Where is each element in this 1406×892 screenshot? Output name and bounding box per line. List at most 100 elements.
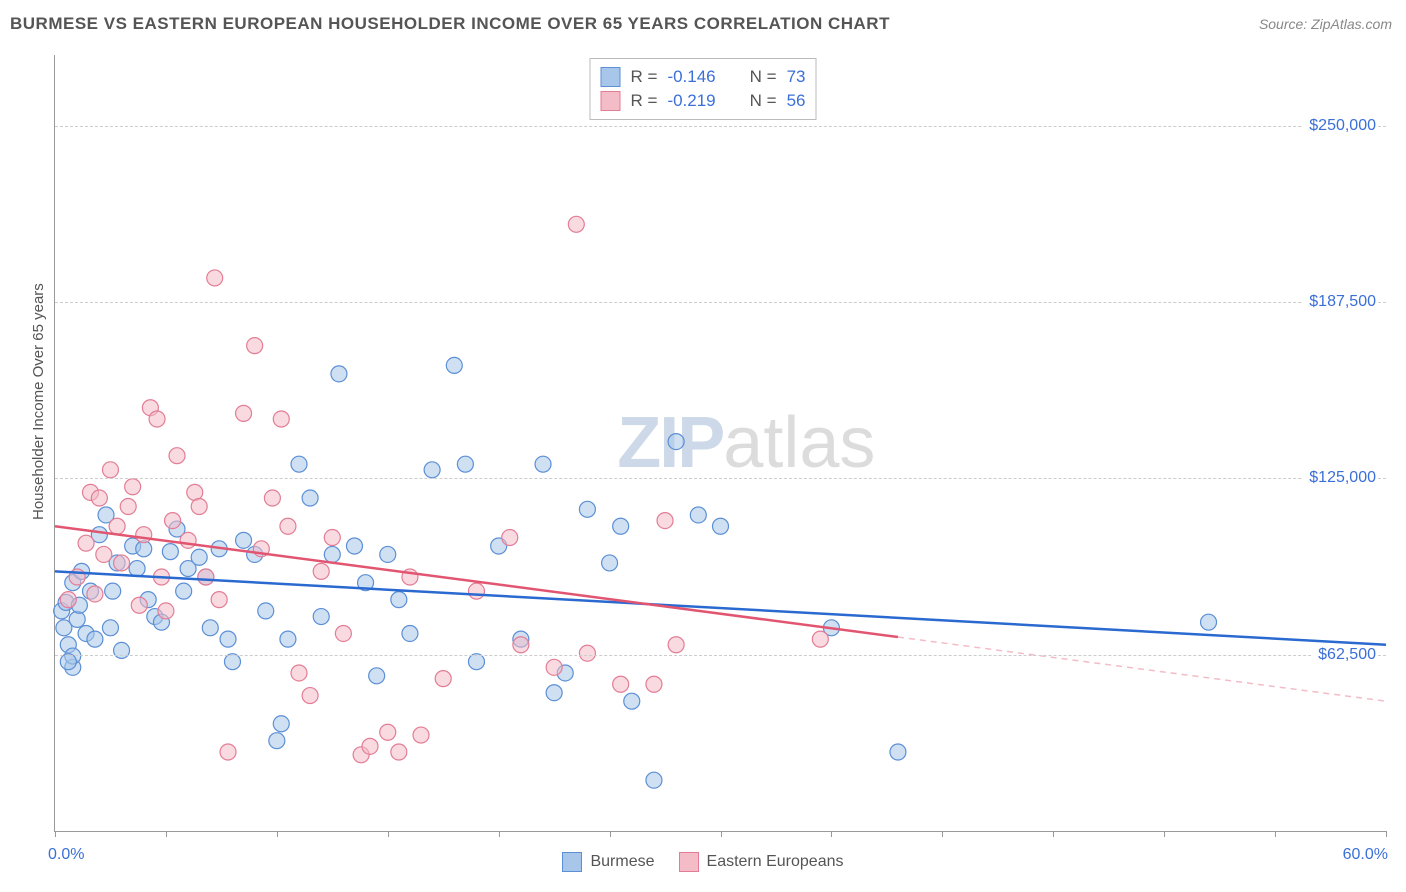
scatter-point (646, 676, 662, 692)
scatter-point (324, 530, 340, 546)
scatter-point (169, 448, 185, 464)
r-label: R = (631, 91, 658, 111)
scatter-point (546, 659, 562, 675)
source-name: ZipAtlas.com (1311, 16, 1392, 32)
scatter-point (264, 490, 280, 506)
legend-swatch (601, 67, 621, 87)
chart-header: BURMESE VS EASTERN EUROPEAN HOUSEHOLDER … (0, 0, 1406, 40)
n-value: 56 (787, 91, 806, 111)
scatter-point (713, 518, 729, 534)
r-label: R = (631, 67, 658, 87)
n-label: N = (750, 91, 777, 111)
legend-label: Burmese (590, 853, 654, 871)
scatter-point (602, 555, 618, 571)
scatter-point (60, 654, 76, 670)
scatter-point (273, 716, 289, 732)
scatter-point (513, 637, 529, 653)
scatter-point (291, 665, 307, 681)
x-tick (1275, 831, 1276, 837)
scatter-point (1201, 614, 1217, 630)
scatter-point (114, 642, 130, 658)
correlation-legend-row: R = -0.219 N = 56 (601, 89, 806, 113)
x-tick (55, 831, 56, 837)
r-value: -0.219 (667, 91, 715, 111)
scatter-point (446, 357, 462, 373)
scatter-point (280, 631, 296, 647)
legend-swatch (679, 852, 699, 872)
chart-title: BURMESE VS EASTERN EUROPEAN HOUSEHOLDER … (10, 14, 890, 34)
x-tick (610, 831, 611, 837)
scatter-point (579, 501, 595, 517)
scatter-point (435, 671, 451, 687)
scatter-point (424, 462, 440, 478)
legend-item: Eastern Europeans (679, 852, 844, 872)
scatter-point (129, 561, 145, 577)
scatter-point (220, 631, 236, 647)
x-tick (166, 831, 167, 837)
scatter-point (313, 563, 329, 579)
scatter-point (60, 592, 76, 608)
regression-line (55, 526, 898, 637)
legend-item: Burmese (562, 852, 654, 872)
grid-line (55, 302, 1386, 303)
scatter-point (102, 462, 118, 478)
scatter-point (236, 405, 252, 421)
scatter-point (114, 555, 130, 571)
scatter-point (535, 456, 551, 472)
x-tick (277, 831, 278, 837)
scatter-point (176, 583, 192, 599)
scatter-point (324, 546, 340, 562)
series-legend: Burmese Eastern Europeans (0, 852, 1406, 872)
scatter-point (131, 597, 147, 613)
n-value: 73 (787, 67, 806, 87)
scatter-point (191, 549, 207, 565)
scatter-point (413, 727, 429, 743)
scatter-point (313, 609, 329, 625)
chart-plot-area: ZIPatlas $62,500$125,000$187,500$250,000 (54, 55, 1386, 832)
correlation-legend: R = -0.146N = 73R = -0.219 N = 56 (590, 58, 817, 120)
scatter-point (380, 546, 396, 562)
scatter-point (546, 685, 562, 701)
scatter-point (105, 583, 121, 599)
scatter-point (280, 518, 296, 534)
scatter-point (224, 654, 240, 670)
scatter-point (247, 338, 263, 354)
scatter-point (502, 530, 518, 546)
scatter-point (191, 498, 207, 514)
scatter-point (468, 583, 484, 599)
scatter-point (657, 513, 673, 529)
scatter-point (579, 645, 595, 661)
grid-line (55, 126, 1386, 127)
legend-swatch (562, 852, 582, 872)
scatter-point (162, 544, 178, 560)
scatter-point (120, 498, 136, 514)
scatter-point (380, 724, 396, 740)
correlation-legend-row: R = -0.146N = 73 (601, 65, 806, 89)
scatter-point (646, 772, 662, 788)
scatter-point (258, 603, 274, 619)
scatter-point (125, 479, 141, 495)
legend-label: Eastern Europeans (707, 853, 844, 871)
scatter-point (102, 620, 118, 636)
scatter-point (269, 733, 285, 749)
scatter-svg (55, 55, 1386, 831)
y-tick-label: $187,500 (1303, 293, 1376, 311)
n-label: N = (750, 67, 777, 87)
x-tick (1164, 831, 1165, 837)
scatter-point (302, 688, 318, 704)
scatter-point (331, 366, 347, 382)
regression-line (55, 571, 1386, 644)
scatter-point (391, 592, 407, 608)
scatter-point (402, 625, 418, 641)
scatter-point (391, 744, 407, 760)
scatter-point (273, 411, 289, 427)
scatter-point (346, 538, 362, 554)
scatter-point (158, 603, 174, 619)
x-tick (499, 831, 500, 837)
scatter-point (149, 411, 165, 427)
scatter-point (457, 456, 473, 472)
scatter-point (207, 270, 223, 286)
scatter-point (369, 668, 385, 684)
scatter-point (91, 490, 107, 506)
y-axis-title: Householder Income Over 65 years (30, 283, 47, 520)
